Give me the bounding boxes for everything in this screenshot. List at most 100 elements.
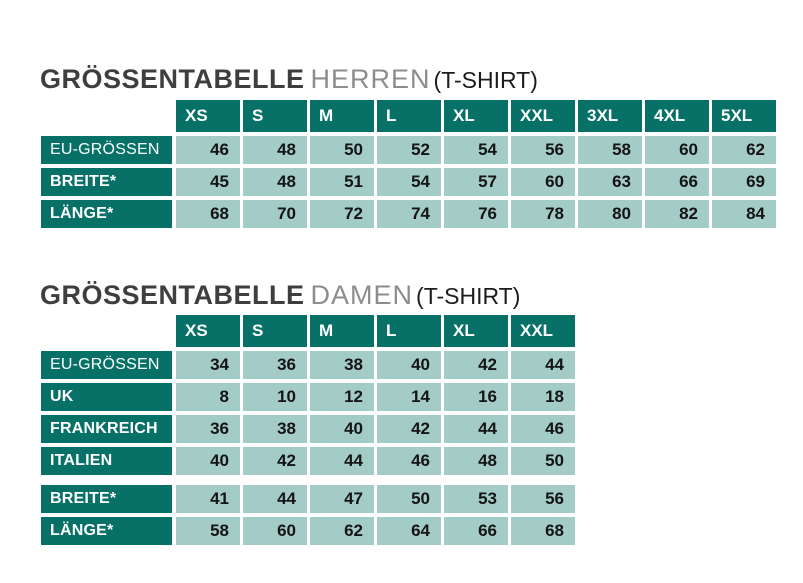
size-column-header: S xyxy=(243,315,307,347)
table-row: ITALIEN 40 42 44 46 48 50 xyxy=(41,447,575,475)
size-value-cell: 66 xyxy=(645,168,709,196)
table-row: LÄNGE* 58 60 62 64 66 68 xyxy=(41,517,575,545)
size-value-cell: 42 xyxy=(444,351,508,379)
size-value-cell: 56 xyxy=(511,136,575,164)
size-value-cell: 51 xyxy=(310,168,374,196)
table-row: EU-GRÖSSEN 46 48 50 52 54 56 58 60 62 xyxy=(41,136,776,164)
section-title-herren: GRÖSSENTABELLE HERREN (T-SHIRT) xyxy=(40,59,538,96)
size-value-cell: 72 xyxy=(310,200,374,228)
header-spacer xyxy=(41,315,172,347)
row-label: BREITE* xyxy=(41,168,172,196)
row-label: FRANKREICH xyxy=(41,415,172,443)
size-column-header: M xyxy=(310,100,374,132)
size-value-cell: 10 xyxy=(243,383,307,411)
size-column-header: M xyxy=(310,315,374,347)
size-value-cell: 48 xyxy=(444,447,508,475)
row-label: LÄNGE* xyxy=(41,517,172,545)
size-header-row: XS S M L XL XXL xyxy=(41,315,575,347)
size-value-cell: 57 xyxy=(444,168,508,196)
size-table-herren: XS S M L XL XXL 3XL 4XL 5XL EU-GRÖSSEN 46 48 50 52 54 5… xyxy=(41,100,776,228)
size-value-cell: 44 xyxy=(310,447,374,475)
size-column-header: 4XL xyxy=(645,100,709,132)
size-column-header: XXL xyxy=(511,315,575,347)
size-value-cell: 50 xyxy=(377,485,441,513)
size-value-cell: 60 xyxy=(645,136,709,164)
size-value-cell: 42 xyxy=(243,447,307,475)
size-value-cell: 44 xyxy=(444,415,508,443)
row-label: EU-GRÖSSEN xyxy=(41,351,172,379)
size-column-header: XS xyxy=(176,100,240,132)
row-label: BREITE* xyxy=(41,485,172,513)
size-value-cell: 64 xyxy=(377,517,441,545)
size-value-cell: 62 xyxy=(712,136,776,164)
size-value-cell: 68 xyxy=(176,200,240,228)
size-value-cell: 8 xyxy=(176,383,240,411)
table-row: BREITE* 45 48 51 54 57 60 63 66 69 xyxy=(41,168,776,196)
size-value-cell: 44 xyxy=(511,351,575,379)
table-row: EU-GRÖSSEN 34 36 38 40 42 44 xyxy=(41,351,575,379)
size-value-cell: 53 xyxy=(444,485,508,513)
size-value-cell: 56 xyxy=(511,485,575,513)
size-value-cell: 34 xyxy=(176,351,240,379)
size-value-cell: 62 xyxy=(310,517,374,545)
size-value-cell: 82 xyxy=(645,200,709,228)
size-value-cell: 69 xyxy=(712,168,776,196)
size-column-header: XL xyxy=(444,315,508,347)
size-value-cell: 45 xyxy=(176,168,240,196)
size-value-cell: 42 xyxy=(377,415,441,443)
size-value-cell: 40 xyxy=(310,415,374,443)
size-value-cell: 38 xyxy=(310,351,374,379)
size-value-cell: 68 xyxy=(511,517,575,545)
size-value-cell: 50 xyxy=(310,136,374,164)
row-label: EU-GRÖSSEN xyxy=(41,136,172,164)
row-label: LÄNGE* xyxy=(41,200,172,228)
table-row: UK 8 10 12 14 16 18 xyxy=(41,383,575,411)
table-row: FRANKREICH 36 38 40 42 44 46 xyxy=(41,415,575,443)
size-value-cell: 36 xyxy=(243,351,307,379)
size-value-cell: 46 xyxy=(176,136,240,164)
size-column-header: L xyxy=(377,100,441,132)
header-spacer xyxy=(41,100,172,132)
title-variant: HERREN xyxy=(310,64,431,95)
size-column-header: S xyxy=(243,100,307,132)
size-value-cell: 63 xyxy=(578,168,642,196)
title-variant: DAMEN xyxy=(310,280,414,311)
size-value-cell: 66 xyxy=(444,517,508,545)
size-value-cell: 76 xyxy=(444,200,508,228)
title-product: (T-SHIRT) xyxy=(416,283,521,310)
size-value-cell: 54 xyxy=(444,136,508,164)
size-value-cell: 58 xyxy=(176,517,240,545)
size-value-cell: 47 xyxy=(310,485,374,513)
size-value-cell: 48 xyxy=(243,168,307,196)
size-value-cell: 48 xyxy=(243,136,307,164)
size-value-cell: 50 xyxy=(511,447,575,475)
title-main: GRÖSSENTABELLE xyxy=(40,64,305,95)
size-value-cell: 84 xyxy=(712,200,776,228)
size-value-cell: 52 xyxy=(377,136,441,164)
size-value-cell: 14 xyxy=(377,383,441,411)
size-column-header: 3XL xyxy=(578,100,642,132)
size-value-cell: 40 xyxy=(377,351,441,379)
size-value-cell: 38 xyxy=(243,415,307,443)
size-value-cell: 41 xyxy=(176,485,240,513)
size-value-cell: 46 xyxy=(377,447,441,475)
section-title-damen: GRÖSSENTABELLE DAMEN (T-SHIRT) xyxy=(40,275,520,312)
title-product: (T-SHIRT) xyxy=(433,67,538,94)
size-value-cell: 44 xyxy=(243,485,307,513)
size-value-cell: 40 xyxy=(176,447,240,475)
size-column-header: XXL xyxy=(511,100,575,132)
size-table-damen: XS S M L XL XXL EU-GRÖSSEN 34 36 38 40 42 44 UK 8 10 12 1… xyxy=(41,315,575,545)
table-row: LÄNGE* 68 70 72 74 76 78 80 82 84 xyxy=(41,200,776,228)
size-value-cell: 54 xyxy=(377,168,441,196)
size-value-cell: 74 xyxy=(377,200,441,228)
size-value-cell: 60 xyxy=(243,517,307,545)
size-value-cell: 60 xyxy=(511,168,575,196)
size-column-header: L xyxy=(377,315,441,347)
size-header-row: XS S M L XL XXL 3XL 4XL 5XL xyxy=(41,100,776,132)
row-label: ITALIEN xyxy=(41,447,172,475)
size-value-cell: 46 xyxy=(511,415,575,443)
size-value-cell: 58 xyxy=(578,136,642,164)
row-label: UK xyxy=(41,383,172,411)
title-main: GRÖSSENTABELLE xyxy=(40,280,305,311)
